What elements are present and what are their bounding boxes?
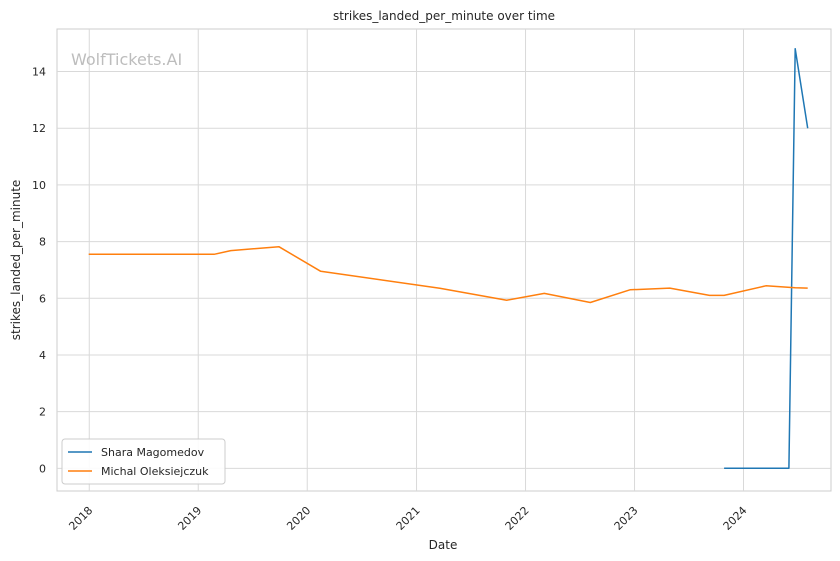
y-tick-label: 12	[32, 122, 46, 135]
series-line-michal-oleksiejczuk	[88, 245, 808, 304]
y-tick-label: 0	[39, 462, 46, 475]
y-tick-label: 6	[39, 292, 46, 305]
chart-title: strikes_landed_per_minute over time	[333, 9, 555, 23]
x-tick-label: 2024	[721, 504, 750, 533]
plot-area	[56, 28, 832, 492]
x-tick-label: 2020	[284, 504, 313, 533]
series-line-shara-magomedov	[724, 48, 809, 470]
x-tick-label: 2019	[175, 504, 204, 533]
x-axis-label: Date	[429, 538, 458, 552]
series-layer	[88, 48, 809, 470]
legend-label-shara-magomedov: Shara Magomedov	[101, 446, 205, 459]
y-tick-label: 4	[39, 349, 46, 362]
y-tick-label: 10	[32, 179, 46, 192]
x-axis: 2018 2019 2020 2021 2022 2023 2024	[66, 504, 749, 533]
y-tick-label: 8	[39, 236, 46, 249]
watermark: WolfTickets.AI	[71, 50, 182, 69]
x-tick-label: 2022	[503, 504, 532, 533]
x-tick-label: 2021	[394, 504, 423, 533]
legend: Shara Magomedov Michal Oleksiejczuk	[61, 438, 226, 485]
x-tick-label: 2023	[612, 504, 641, 533]
y-axis-label: strikes_landed_per_minute	[9, 180, 23, 341]
grid	[57, 29, 831, 491]
y-tick-label: 14	[32, 66, 46, 79]
legend-label-michal-oleksiejczuk: Michal Oleksiejczuk	[101, 465, 209, 478]
y-axis: 0 2 4 6 8 10 12 14	[32, 66, 46, 476]
y-tick-label: 2	[39, 406, 46, 419]
legend-box	[61, 438, 226, 485]
x-tick-label: 2018	[66, 504, 95, 533]
